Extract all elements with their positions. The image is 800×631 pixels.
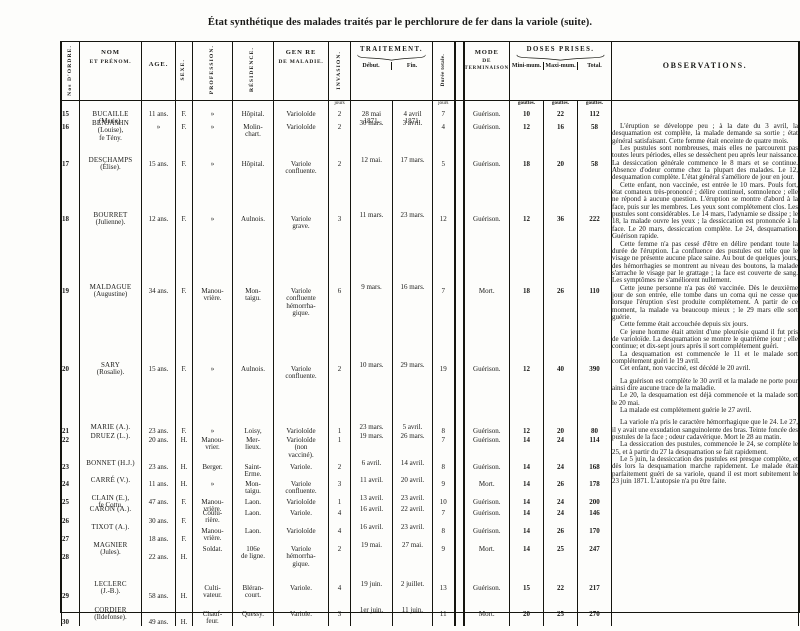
observation-26: Le 20, la desquamation est déjà commencé…	[612, 391, 798, 407]
observation-30: Le 5 juin, la dessiccation des pustules …	[612, 455, 798, 486]
observation-29: La dessiccation des pustules, commencée …	[612, 440, 798, 456]
header-mode: MODE DE TERMINAISON	[463, 42, 510, 101]
header-dose-max: Maxi-mum.	[543, 62, 577, 70]
cell-disease-list: Varioloïde Varioloïde Variole confluente.…	[273, 100, 329, 627]
observation-27: La malade est complétement guérie le 27 …	[620, 406, 752, 415]
brace-doses	[516, 54, 605, 61]
observation-24: Cet enfant, non vacciné, est décédé le 2…	[620, 364, 751, 373]
observation-20: Cette jeune personne n'a pas été vacciné…	[612, 283, 798, 321]
cell-profession-list: » » » » Manou-vrière. » » Manou-vrier. B…	[192, 100, 233, 627]
header-age: AGE.	[141, 42, 176, 101]
header-invasion: INVASION.	[328, 42, 351, 101]
cell-observations: L'éruption se développe peu ; à la date …	[611, 100, 799, 627]
header-disease: GEN RE DE MALADIE.	[273, 42, 329, 101]
cell-name-list: BUCAILLE (Marie). BENJAMIN (Louise), fe Tén…	[79, 100, 142, 627]
observation-25: La guérison est complète le 30 avril et …	[612, 376, 798, 393]
observation-16: L'éruption se développe peu ; à la date …	[612, 122, 798, 145]
header-residence: RÉSIDENCE.	[232, 42, 274, 101]
observation-19: Cette femme n'a pas cessé d'être en déli…	[612, 239, 798, 285]
header-profession: PROFESSION.	[192, 42, 233, 101]
header-treatment-start: Début.	[362, 63, 380, 70]
cell-residence-list: Hôpital. Molin-chart. Hôpital. Aulnois. …	[232, 100, 274, 627]
header-dose-min: Mini-mum.	[511, 63, 542, 70]
cell-sex-list: F. F. F. F. F. F. F. H. H. H. F. F. F.	[175, 100, 193, 627]
cell-duration-list: jours 7 4 5 12 7 19 8 7 8 9 10 7	[432, 100, 455, 627]
cell-mode-list: Guérison. Guérison. Guérison. Guérison. …	[463, 100, 510, 627]
cell-dose-max-list: gouttes. 22 16 20 36 26 40 20 24 24 26 2…	[543, 100, 578, 627]
observation-23: La desquamation est commencée le 11 et l…	[612, 349, 798, 365]
brace-treatment	[357, 54, 426, 61]
cell-age-list: 11 ans. » 15 ans. 12 ans. 34 ans. 15 ans…	[141, 100, 176, 627]
table-row: 15 16 17 18 19 20 21 22 23 24 25 26 27	[61, 100, 799, 627]
cell-end-list: 4 avril 1871. 3 avril. 17 mars. 23 mars. …	[392, 100, 433, 627]
header-treatment-group: TRAITEMENT. Début. Fin.	[350, 42, 433, 101]
header-sex: SEXE.	[175, 42, 193, 101]
observation-17: Les pustules sont nombreuses, mais elles…	[612, 144, 798, 182]
header-name: NOM ET PRÉNOM.	[79, 42, 142, 101]
header-order: Nos D'ORDRE.	[61, 42, 80, 101]
header-treatment-end: Fin.	[391, 62, 432, 70]
table-header: Nos D'ORDRE. NOM ET PRÉNOM. AGE. SEXE. P…	[61, 42, 799, 101]
cell-dose-total-list: gouttes. 112 58 58 222 110 390 80 114 16…	[577, 100, 612, 627]
header-dose-total: Total.	[577, 62, 611, 70]
observation-21: Cette femme était accouchée depuis six j…	[620, 320, 749, 329]
table-body: 15 16 17 18 19 20 21 22 23 24 25 26 27	[61, 100, 799, 627]
patients-table: Nos D'ORDRE. NOM ET PRÉNOM. AGE. SEXE. P…	[61, 42, 799, 627]
cell-gutter	[453, 100, 465, 627]
cell-order-list: 15 16 17 18 19 20 21 22 23 24 25 26 27	[61, 100, 80, 627]
column-gutter	[453, 42, 465, 101]
observation-28: La variole n'a pris le caractère hémorrh…	[612, 418, 798, 442]
header-doses-group: DOSES PRISES. Mini-mum. Maxi-mum. Total.	[509, 42, 612, 101]
synthetic-table: Nos D'ORDRE. NOM ET PRÉNOM. AGE. SEXE. P…	[60, 41, 800, 627]
observation-18: Cette enfant, non vaccinée, est entrée l…	[612, 180, 798, 241]
header-duration: Durée totale.	[432, 42, 455, 101]
cell-dose-min-list: gouttes. 10 12 18 12 18 12 12 14 14 14 1…	[509, 100, 544, 627]
observation-22: Ce jeune homme était atteint d'une pleur…	[612, 327, 798, 351]
header-observations: OBSERVATIONS.	[611, 42, 799, 101]
cell-invasion-list: jours 2 2 2 3 6 2 1 1 2 3 1 4 4	[328, 100, 351, 627]
page-title: État synthétique des malades traités par…	[207, 17, 593, 28]
cell-start-list: 28 mai 1871. 30 mars. 12 mai. 11 mars. 9 …	[350, 100, 393, 627]
